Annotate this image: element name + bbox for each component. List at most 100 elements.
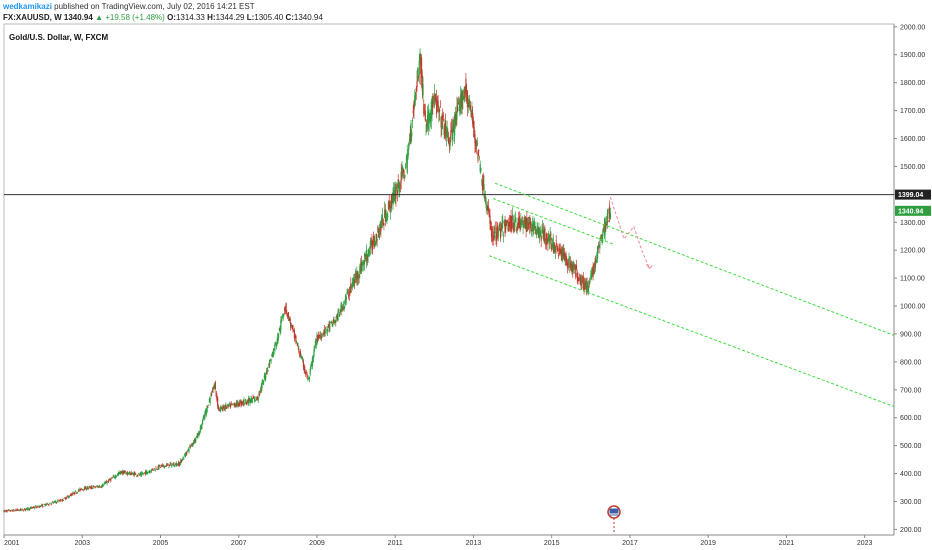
candle-body <box>29 507 31 510</box>
candle-body <box>216 395 218 401</box>
open-value: 1314.33 <box>175 13 205 22</box>
candle-body <box>170 463 172 465</box>
candle-body <box>91 486 93 488</box>
candle-body <box>287 314 289 317</box>
candle-body <box>77 489 80 492</box>
candle-body <box>267 369 269 371</box>
candle-body <box>178 463 180 466</box>
candle-body <box>89 487 92 489</box>
candle-body <box>162 465 165 467</box>
x-tick-label: 2011 <box>388 540 403 547</box>
candle-body <box>520 220 522 225</box>
candle-body <box>288 318 290 321</box>
candle-body <box>426 114 429 129</box>
candle-body <box>396 185 398 189</box>
candle-body <box>206 405 208 412</box>
candle-body <box>526 217 528 232</box>
candle-body <box>63 497 65 499</box>
candle-body <box>609 206 611 219</box>
candle-body <box>256 398 258 400</box>
candle-body <box>46 504 48 506</box>
price-tags: 1399.04 1340.94 <box>895 189 931 216</box>
candle-body <box>601 234 603 243</box>
candle-body <box>461 90 463 109</box>
candle-body <box>472 120 475 129</box>
candle-body <box>153 469 155 471</box>
projection-path[interactable] <box>609 196 650 269</box>
candle-body <box>218 409 220 411</box>
candle-body <box>507 222 509 232</box>
candle-body <box>33 507 35 508</box>
candle-body <box>136 475 138 477</box>
candle-body <box>482 175 484 187</box>
candle-body <box>363 259 365 265</box>
candle-body <box>86 489 88 490</box>
candle-body <box>545 233 548 246</box>
candle-body <box>30 507 32 508</box>
candle-body <box>181 460 183 461</box>
candle-body <box>557 255 560 257</box>
candle-body <box>589 281 591 283</box>
candle-body <box>177 462 180 466</box>
candle-body <box>285 303 287 312</box>
candle-body <box>317 335 320 339</box>
candle-body <box>211 390 213 393</box>
candle-body <box>237 401 239 407</box>
candle-body <box>569 262 572 269</box>
candle-body <box>279 328 281 333</box>
y-tick-label: 1800.00 <box>900 80 925 87</box>
candle-body <box>138 473 140 475</box>
candle-body <box>303 366 305 371</box>
candle-body <box>82 489 84 490</box>
candle-body <box>101 483 104 487</box>
candle-body <box>475 139 477 150</box>
candle-body <box>539 230 542 237</box>
candle-body <box>48 504 50 506</box>
candle-body <box>485 202 487 208</box>
candle-body <box>62 499 64 501</box>
event-flag-icon[interactable] <box>607 505 621 534</box>
candle-body <box>61 499 63 500</box>
candle-body <box>59 500 61 502</box>
candle-body <box>195 439 197 442</box>
candle-body <box>516 224 518 228</box>
candle-body <box>353 278 355 286</box>
candle-body <box>300 355 302 358</box>
channel-lower-line[interactable] <box>488 255 895 408</box>
candle-body <box>366 249 368 263</box>
candle-body <box>604 218 606 235</box>
candle-body <box>108 478 110 481</box>
candle-body <box>338 313 341 317</box>
candle-body <box>183 454 186 456</box>
candle-body <box>560 250 563 260</box>
candle-body <box>141 472 143 476</box>
candle-body <box>72 492 74 494</box>
candle-body <box>399 185 402 186</box>
candle-body <box>86 486 89 489</box>
candle-body <box>573 264 575 269</box>
channel-upper-line[interactable] <box>494 182 895 336</box>
candle-body <box>104 482 106 485</box>
y-tick-label: 1600.00 <box>900 136 925 143</box>
channel-mid-line[interactable] <box>492 198 615 246</box>
candle-body <box>409 132 411 142</box>
candle-body <box>5 510 7 512</box>
candle-body <box>565 253 567 261</box>
candle-body <box>547 233 549 245</box>
candle-body <box>268 365 270 366</box>
candle-body <box>489 215 491 225</box>
candle-body <box>454 113 456 126</box>
candle-body <box>49 503 51 505</box>
author-link[interactable]: wedkamikazi <box>3 2 52 11</box>
candle-body <box>412 110 414 114</box>
candle-body <box>284 308 286 311</box>
candle-body <box>415 88 417 92</box>
candle-body <box>266 367 268 372</box>
candle-body <box>192 443 194 446</box>
candle-body <box>531 230 533 231</box>
candle-body <box>280 320 282 330</box>
y-tick-label: 200.00 <box>900 527 922 534</box>
candle-body <box>341 306 343 312</box>
x-tick-label: 2021 <box>779 540 795 547</box>
